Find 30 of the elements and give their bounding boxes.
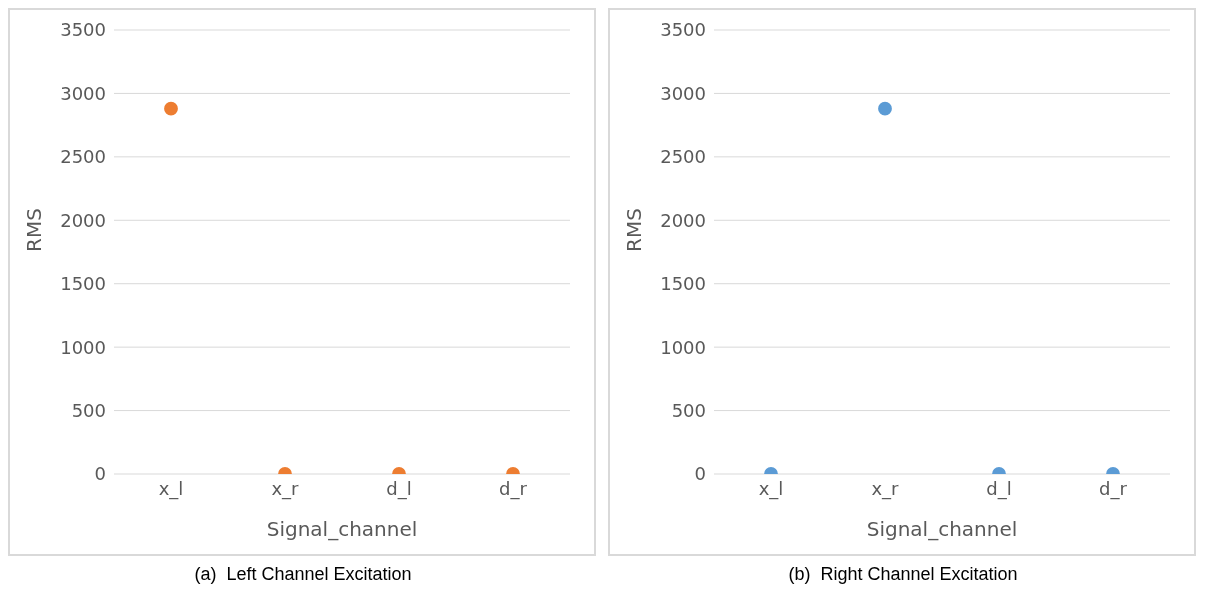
y-tick-label: 2500 bbox=[60, 146, 106, 168]
y-tick-label: 2500 bbox=[660, 146, 706, 168]
y-tick-label: 1500 bbox=[60, 273, 106, 295]
y-axis-title: RMS bbox=[22, 208, 47, 252]
y-tick-label: 0 bbox=[694, 463, 706, 485]
x-tick-label: x_r bbox=[871, 477, 900, 500]
y-tick-label: 500 bbox=[671, 399, 706, 421]
y-tick-label: 1500 bbox=[660, 273, 706, 295]
x-tick-label: x_l bbox=[758, 477, 784, 500]
x-tick-label: x_l bbox=[158, 477, 184, 500]
y-tick-label: 3500 bbox=[60, 19, 106, 41]
text: (b) Right Channel Excitation bbox=[787, 564, 1019, 585]
y-tick-label: 2000 bbox=[660, 209, 706, 231]
x-tick-label: d_l bbox=[386, 477, 412, 500]
y-axis-title: RMS bbox=[622, 208, 647, 252]
x-tick-label: d_r bbox=[499, 477, 528, 500]
x-tick-label: d_l bbox=[986, 477, 1012, 500]
y-tick-label: 1000 bbox=[660, 336, 706, 358]
text: (a) Left Channel Excitation bbox=[193, 564, 413, 585]
y-tick-label: 3000 bbox=[660, 82, 706, 104]
y-tick-label: 3500 bbox=[660, 19, 706, 41]
x-tick-label: x_r bbox=[271, 477, 300, 500]
x-axis-title: Signal_channel bbox=[266, 517, 418, 541]
y-tick-label: 500 bbox=[71, 399, 106, 421]
y-tick-label: 0 bbox=[94, 463, 106, 485]
x-tick-label: d_r bbox=[1099, 477, 1128, 500]
y-tick-label: 3000 bbox=[60, 82, 106, 104]
y-tick-label: 1000 bbox=[60, 336, 106, 358]
y-tick-label: 2000 bbox=[60, 209, 106, 231]
x-axis-title: Signal_channel bbox=[866, 517, 1018, 541]
